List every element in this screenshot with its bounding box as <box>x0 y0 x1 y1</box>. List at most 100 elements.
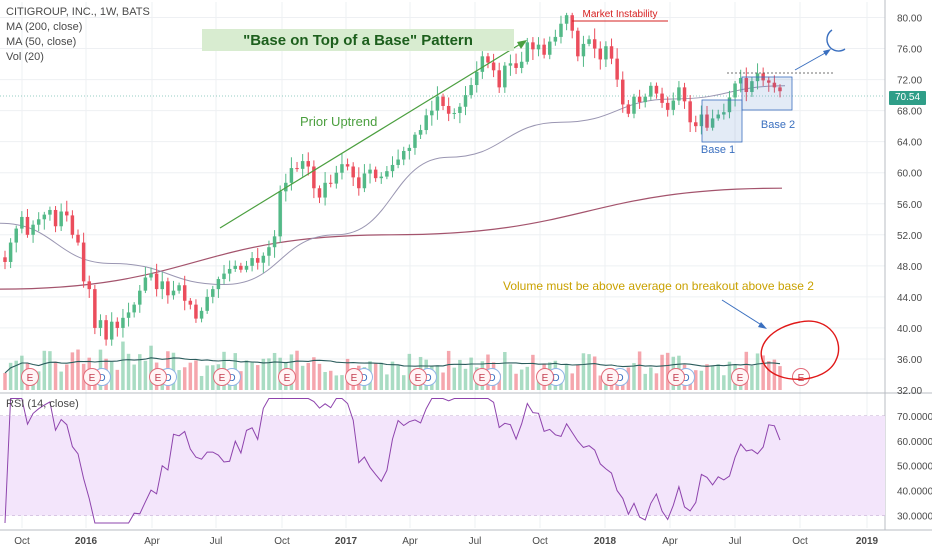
volume-bar <box>205 365 209 390</box>
ma50-line <box>0 85 786 286</box>
candle-body <box>233 265 237 269</box>
volume-bar <box>385 374 389 390</box>
candle-body <box>407 147 412 151</box>
volume-bar <box>407 353 412 390</box>
volume-bar <box>694 370 698 390</box>
volume-bar <box>598 375 603 390</box>
volume-bar <box>177 370 181 390</box>
volume-bar <box>194 360 198 390</box>
earnings-marker-label: E <box>155 373 162 384</box>
volume-bar <box>458 359 462 390</box>
volume-bar <box>401 375 406 390</box>
candle-body <box>278 191 282 237</box>
base1-label: Base 1 <box>701 144 735 156</box>
candle-body <box>328 182 333 184</box>
candle-body <box>587 39 591 44</box>
candle-body <box>553 36 558 42</box>
volume-bar <box>8 362 13 390</box>
candle-body <box>548 41 552 55</box>
volume-circle <box>760 320 840 381</box>
volume-bar <box>716 364 720 390</box>
volume-bar <box>710 365 715 390</box>
earnings-marker-label: E <box>737 373 744 384</box>
time-tick-label: Jul <box>729 536 742 547</box>
candle-body <box>531 42 535 50</box>
volume-bar <box>446 350 451 390</box>
candle-body <box>312 166 316 189</box>
volume-bar <box>76 349 80 390</box>
candle-body <box>8 242 13 262</box>
volume-bar <box>53 361 58 390</box>
candle-body <box>694 122 698 127</box>
earnings-marker-label: E <box>607 373 614 384</box>
candle-body <box>351 166 355 178</box>
volume-bar <box>570 373 574 390</box>
time-tick-label: 2016 <box>75 536 98 547</box>
uptrend-arrow <box>219 42 523 229</box>
candle-body <box>722 112 726 115</box>
candle-body <box>458 106 462 113</box>
candle-body <box>401 150 406 160</box>
candle-body <box>688 101 692 123</box>
candle-body <box>272 236 277 248</box>
candle-body <box>216 279 221 290</box>
time-tick-label: Jul <box>210 536 223 547</box>
earnings-marker-label: E <box>542 373 549 384</box>
price-tick-label: 48.00 <box>897 262 922 273</box>
candle-body <box>334 172 339 184</box>
prior-uptrend-label: Prior Uptrend <box>300 114 377 129</box>
candle-body <box>744 78 749 93</box>
candle-body <box>649 85 653 97</box>
volume-bar <box>306 362 311 390</box>
candle-body <box>767 80 771 83</box>
candle-body <box>177 285 181 291</box>
candle-body <box>705 114 709 128</box>
candle-body <box>626 104 631 114</box>
candle-body <box>25 216 30 235</box>
candle-body <box>441 96 445 106</box>
volume-bar <box>761 355 765 390</box>
candle-body <box>480 56 485 72</box>
volume-bar <box>750 365 754 390</box>
price-tick-label: 72.00 <box>897 76 922 87</box>
candle-body <box>503 65 507 88</box>
volume-bar <box>722 375 726 390</box>
candle-body <box>81 242 86 282</box>
pattern-title: "Base on Top of a Base" Pattern <box>243 32 473 49</box>
volume-bar <box>59 371 63 390</box>
price-tick-label: 80.00 <box>897 14 922 25</box>
rsi-tick-label: 40.0000 <box>897 487 932 498</box>
candle-body <box>564 15 569 24</box>
candle-body <box>244 265 249 270</box>
candle-body <box>682 87 687 102</box>
earnings-marker-circle <box>21 368 39 386</box>
candle-body <box>581 43 586 57</box>
last-price-tag: 70.54 <box>889 91 926 105</box>
candle-body <box>267 247 271 256</box>
candle-body <box>424 115 428 131</box>
candle-body <box>519 61 524 68</box>
candle-body <box>126 312 131 318</box>
rsi-legend: RSI (14, close) <box>6 398 79 410</box>
volume-bar <box>396 365 400 390</box>
candle-body <box>430 110 434 116</box>
volume-bar <box>463 368 468 390</box>
volume-bar <box>334 375 339 390</box>
candle-body <box>323 182 327 198</box>
volume-bar <box>182 367 187 390</box>
volume-bar <box>514 373 518 390</box>
candle-body <box>93 289 97 328</box>
time-tick-label: Apr <box>662 536 678 547</box>
uptrend-arrowhead <box>517 40 527 49</box>
earnings-marker-circle <box>83 368 101 386</box>
candle-body <box>446 105 451 114</box>
earnings-marker-label: E <box>415 373 422 384</box>
volume-bar <box>637 351 642 390</box>
earnings-marker-label: E <box>673 373 680 384</box>
volume-bar <box>576 364 580 390</box>
earnings-marker-label: E <box>27 373 34 384</box>
time-tick-label: 2019 <box>856 536 879 547</box>
candle-body <box>710 118 715 128</box>
candle-body <box>261 255 266 263</box>
